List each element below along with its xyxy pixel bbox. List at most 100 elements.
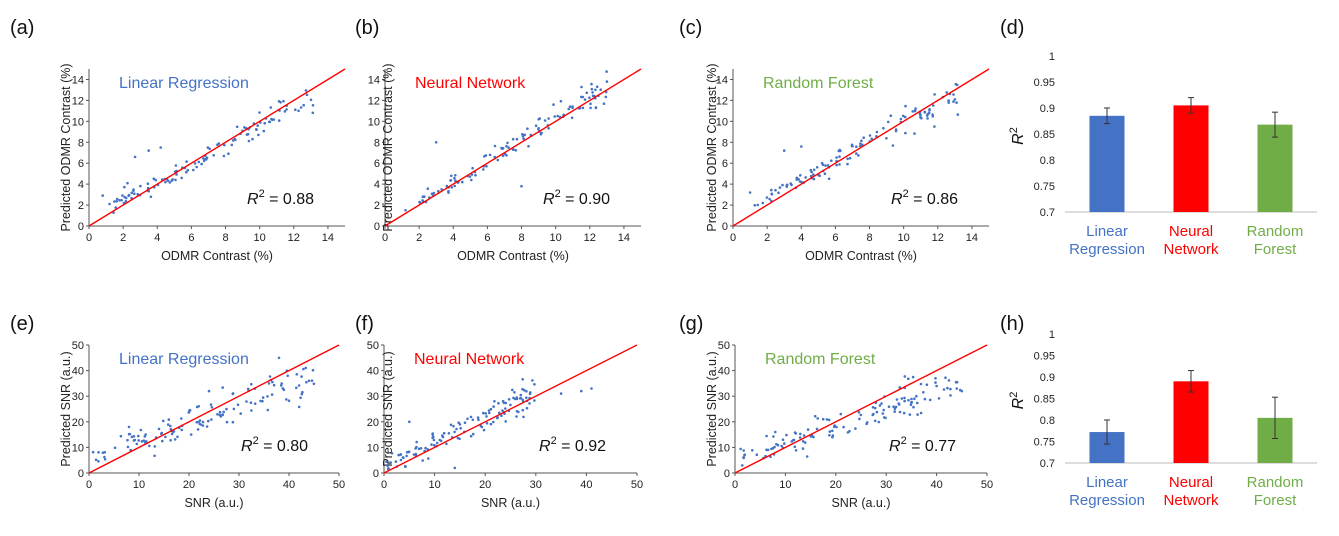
y-tick-label: 30	[72, 391, 84, 403]
x-tick-label: 0	[732, 479, 738, 491]
data-point	[590, 87, 594, 91]
data-point	[501, 154, 505, 157]
data-point	[175, 173, 178, 176]
data-point	[459, 427, 463, 430]
data-point	[511, 388, 514, 392]
data-point	[450, 186, 454, 189]
x-tick-label: 50	[631, 479, 643, 491]
data-point	[180, 176, 183, 180]
panel-label: (d)	[1000, 17, 1024, 39]
data-points	[385, 378, 593, 471]
data-point	[913, 109, 917, 112]
data-point	[311, 104, 315, 107]
data-point	[500, 147, 504, 150]
data-point	[881, 412, 885, 415]
data-point	[952, 93, 955, 96]
panel-label: (g)	[679, 313, 703, 335]
data-point	[471, 432, 475, 436]
data-point	[909, 403, 913, 407]
data-point	[870, 137, 873, 141]
data-point	[604, 95, 608, 99]
data-point	[231, 392, 235, 396]
data-point	[250, 382, 253, 386]
data-point	[169, 439, 172, 442]
y-axis-title: Predicted ODMR Contrast (%)	[59, 63, 73, 231]
data-point	[521, 408, 525, 412]
data-point	[955, 380, 959, 384]
data-point	[449, 179, 453, 182]
data-point	[421, 459, 425, 462]
data-point	[493, 144, 497, 148]
data-point	[519, 393, 523, 397]
data-points	[739, 375, 964, 467]
data-point	[469, 415, 473, 419]
data-point	[933, 125, 936, 128]
data-point	[174, 164, 178, 167]
x-tick-label: 4	[798, 232, 804, 244]
data-point	[247, 139, 251, 143]
data-point	[815, 427, 819, 431]
data-point	[911, 110, 914, 113]
x-tick-label: 40	[930, 479, 942, 491]
y-tick-label: 0.75	[1034, 437, 1055, 449]
data-point	[511, 137, 515, 141]
data-point	[801, 440, 805, 443]
data-point	[218, 410, 222, 414]
data-point	[233, 137, 237, 141]
data-point	[789, 182, 792, 185]
panel-label: (e)	[10, 313, 34, 335]
data-point	[405, 454, 408, 458]
data-point	[880, 402, 883, 405]
data-point	[218, 413, 221, 417]
data-point	[952, 100, 955, 103]
data-point	[533, 383, 536, 386]
data-point	[453, 430, 456, 434]
data-point	[547, 127, 550, 130]
data-point	[799, 432, 802, 436]
data-point	[783, 442, 786, 445]
model-name-label: Neural Network	[414, 351, 525, 368]
identity-line	[384, 68, 642, 227]
data-point	[386, 464, 389, 468]
data-point	[797, 178, 800, 181]
data-point	[893, 407, 897, 411]
x-tick-label: 2	[120, 232, 126, 244]
data-point	[385, 460, 388, 464]
data-point	[210, 418, 213, 421]
y-tick-label: 0.95	[1034, 351, 1055, 363]
data-point	[146, 182, 150, 185]
data-point	[166, 423, 170, 426]
y-tick-label: 0.85	[1034, 394, 1055, 406]
category-label: Linear	[1086, 223, 1128, 240]
data-point	[765, 448, 768, 452]
y-tick-label: 0.95	[1034, 77, 1055, 89]
x-tick-label: 2	[416, 232, 422, 244]
data-point	[300, 375, 303, 378]
data-point	[91, 450, 95, 454]
data-point	[268, 120, 272, 124]
data-point	[484, 412, 488, 415]
data-point	[458, 423, 462, 426]
data-point	[246, 387, 250, 391]
data-point	[119, 434, 123, 438]
y-tick-label: 50	[72, 340, 84, 352]
data-point	[873, 406, 877, 410]
data-point	[790, 440, 794, 443]
model-name-label: Neural Network	[415, 75, 526, 92]
data-point	[482, 168, 485, 171]
data-point	[805, 455, 809, 458]
x-tick-label: 30	[233, 479, 245, 491]
data-point	[245, 400, 248, 403]
data-point	[497, 401, 500, 405]
data-point	[305, 93, 309, 97]
data-point	[589, 106, 592, 110]
x-tick-label: 4	[154, 232, 160, 244]
data-point	[860, 139, 863, 143]
data-point	[525, 390, 528, 393]
data-point	[488, 153, 492, 157]
data-points	[748, 82, 960, 207]
data-point	[285, 108, 288, 111]
panel-label: (b)	[355, 17, 379, 39]
r2-annotation: R2 = 0.88	[247, 188, 314, 208]
data-point	[205, 158, 208, 161]
